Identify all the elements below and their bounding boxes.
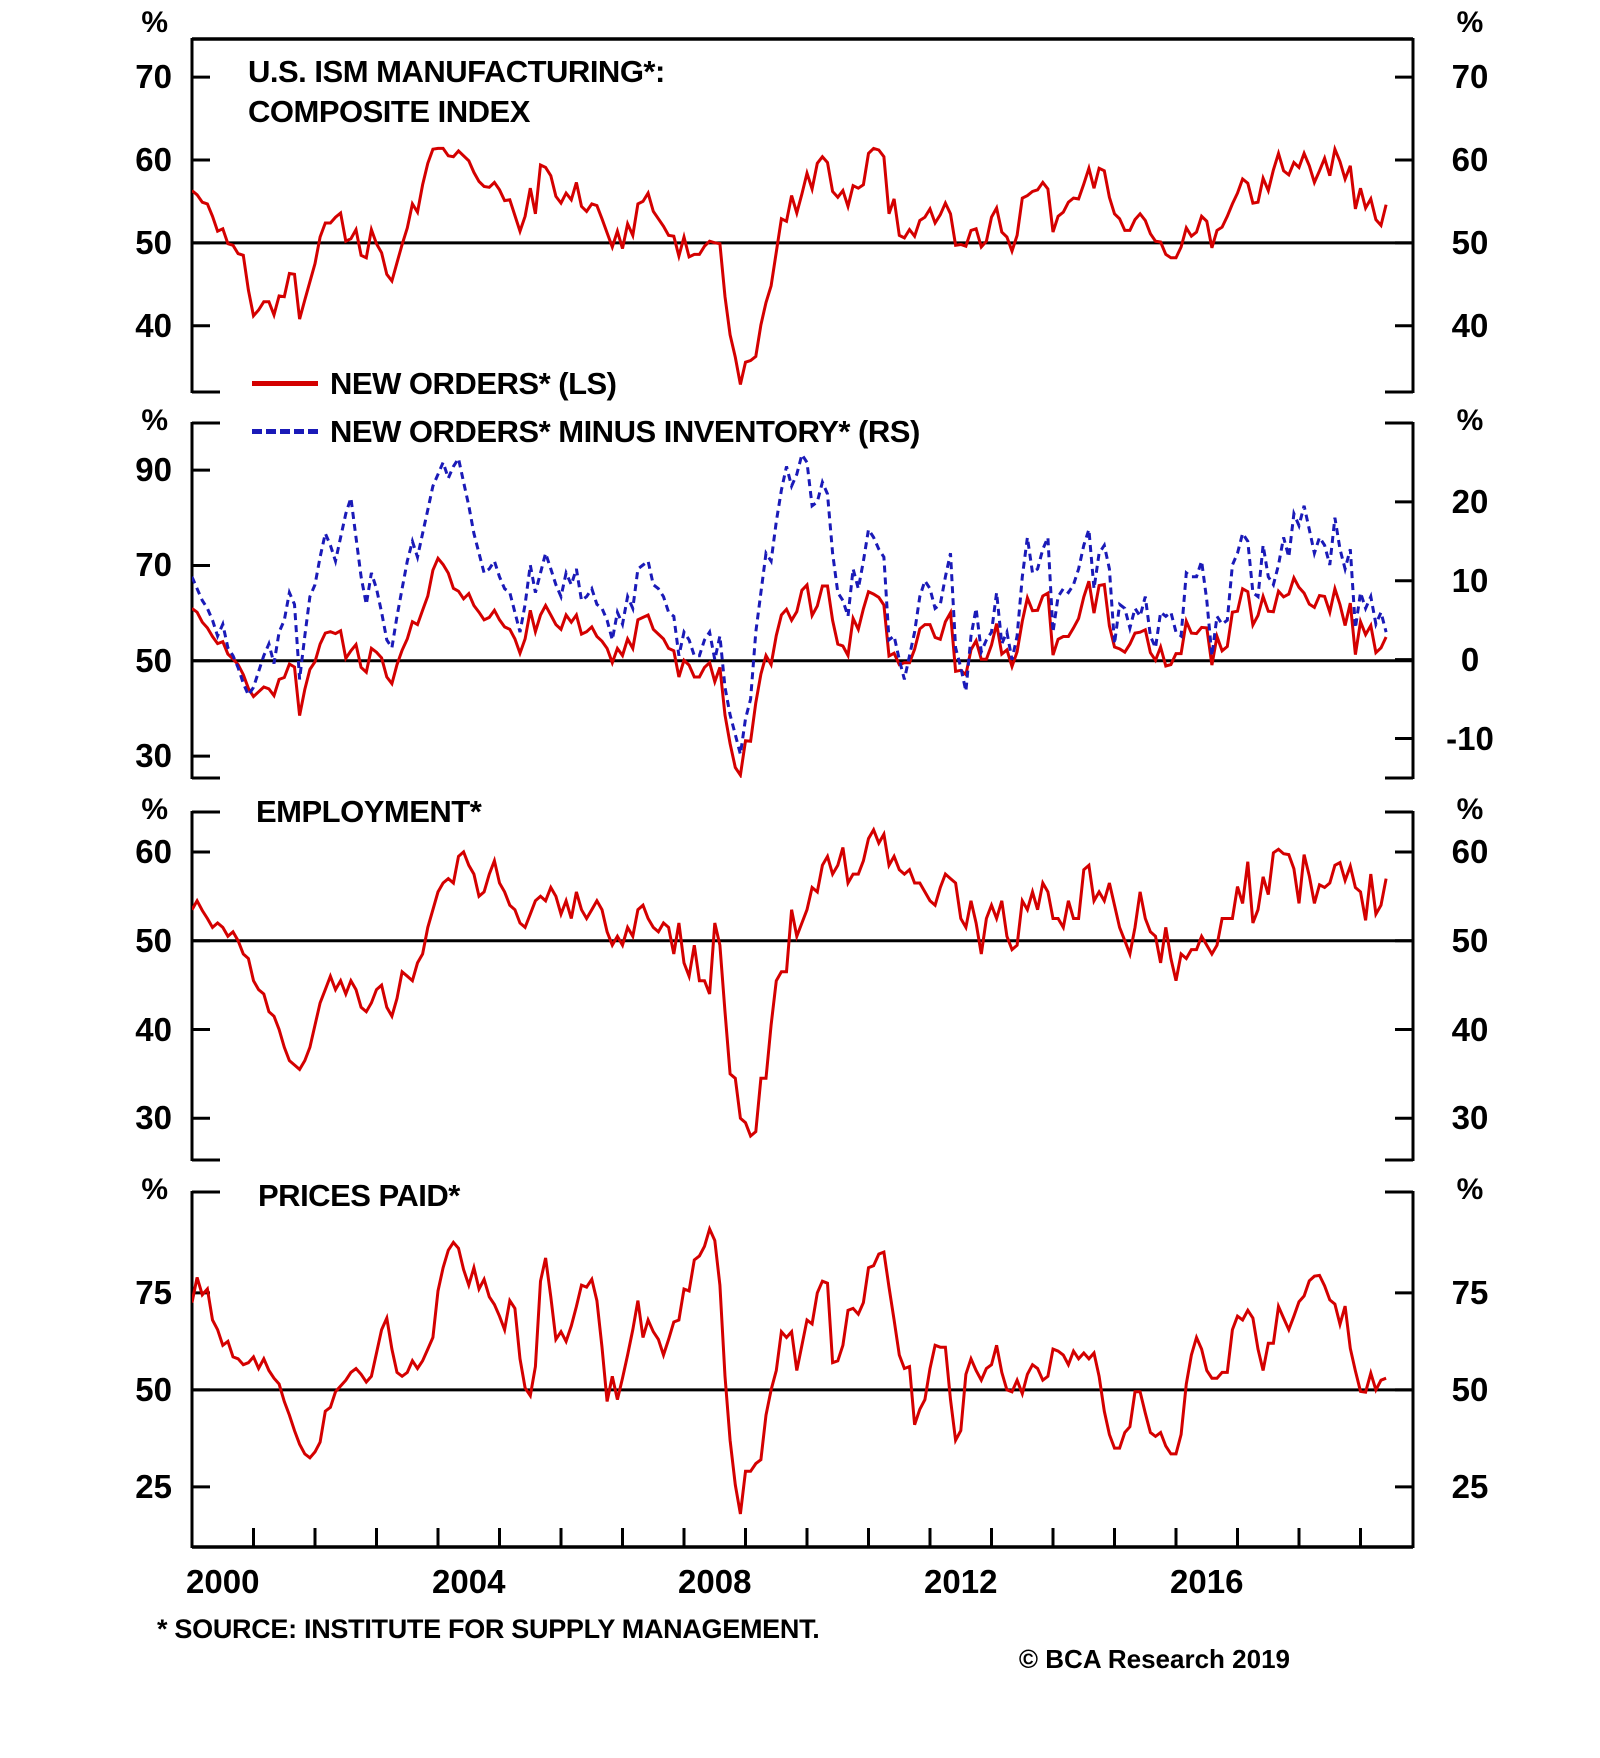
series-prices-paid	[192, 1224, 1387, 1515]
series-employment	[192, 826, 1388, 1139]
series-new-orders-ls	[192, 555, 1388, 778]
series-new-orders-minus-inventory-rs	[192, 450, 1388, 755]
series-composite-index	[192, 143, 1388, 385]
